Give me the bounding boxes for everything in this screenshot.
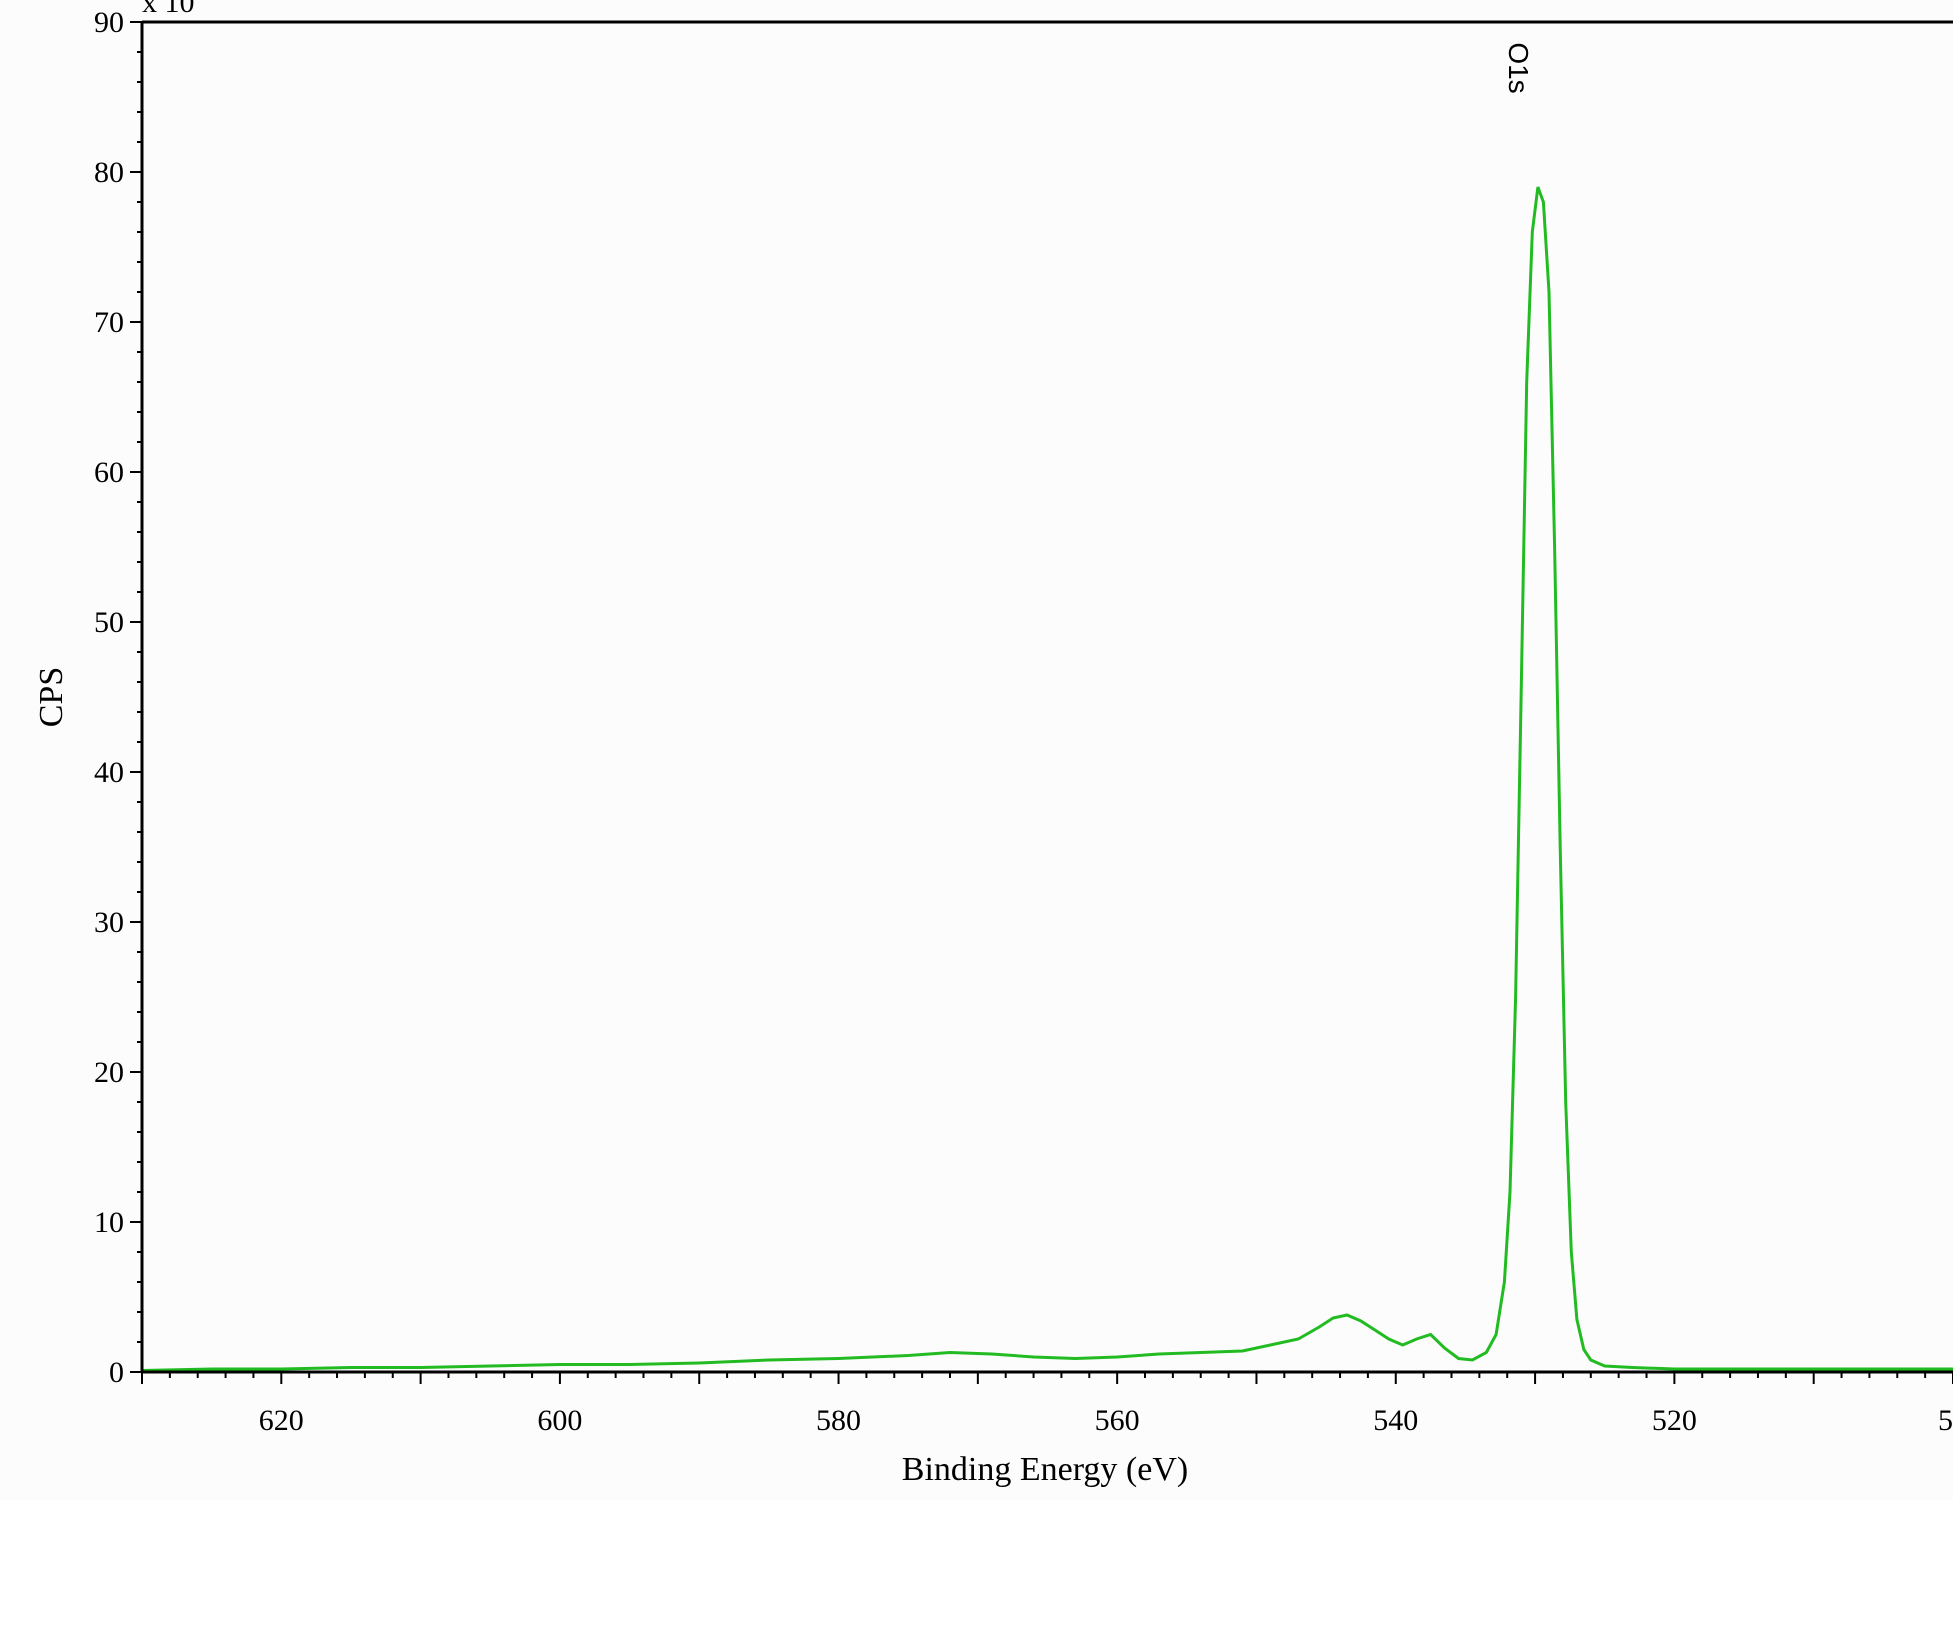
x-tick-label: 560 bbox=[1095, 1404, 1140, 1437]
x-tick-label: 620 bbox=[259, 1404, 304, 1437]
x-tick-label: 540 bbox=[1373, 1404, 1418, 1437]
peak-annotation: O1s bbox=[1503, 42, 1534, 93]
xps-spectrum-chart: 0 10 20 30 40 50 60 70 80 90 620 600 580 560 540 520 50… bbox=[33, 0, 1953, 1488]
chart-area: 0 10 20 30 40 50 60 70 80 90 620 600 580 560 540 520 50… bbox=[33, 0, 1953, 1488]
y-tick-label: 40 bbox=[94, 756, 124, 789]
y-tick-label: 30 bbox=[94, 906, 124, 939]
y-tick-label: 80 bbox=[94, 156, 124, 189]
y-tick-label: 20 bbox=[94, 1056, 124, 1089]
y-tick-label: 60 bbox=[94, 456, 124, 489]
x-tick-label: 600 bbox=[537, 1404, 582, 1437]
x-axis-label: Binding Energy (eV) bbox=[902, 1451, 1188, 1488]
x-tick-label: 580 bbox=[816, 1404, 861, 1437]
y-tick-label: 70 bbox=[94, 306, 124, 339]
x-tick-label: 520 bbox=[1652, 1404, 1697, 1437]
y-tick-label: 10 bbox=[94, 1206, 124, 1239]
y-tick-label: 90 bbox=[94, 6, 124, 39]
y-axis-label: CPS bbox=[33, 667, 70, 728]
y-multiplier-label: x 10 bbox=[142, 0, 195, 19]
y-tick-label: 50 bbox=[94, 606, 124, 639]
x-tick-label: 50 bbox=[1938, 1404, 1953, 1437]
y-tick-label: 0 bbox=[109, 1356, 124, 1389]
series-line bbox=[141, 186, 1953, 1372]
